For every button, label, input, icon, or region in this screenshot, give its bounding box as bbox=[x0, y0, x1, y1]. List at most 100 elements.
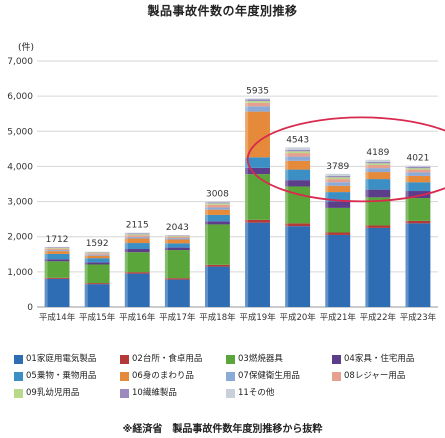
bar-segment bbox=[84, 255, 110, 259]
legend-swatch bbox=[14, 354, 23, 364]
chart-title: 製品事故件数の年度別推移 bbox=[147, 4, 298, 18]
bar-segment bbox=[405, 191, 431, 199]
bar-segment bbox=[164, 279, 190, 307]
x-tick-label: 平成14年 bbox=[39, 312, 76, 323]
bar-segment bbox=[205, 201, 230, 203]
y-tick-label: 2,000 bbox=[7, 233, 33, 243]
bar-stack bbox=[44, 246, 70, 307]
y-axis-unit-label: (件) bbox=[18, 43, 35, 53]
bar-segment bbox=[245, 98, 270, 100]
x-tick-label: 平成17年 bbox=[159, 312, 196, 323]
bar-segment bbox=[44, 247, 70, 249]
bar-total-label: 3789 bbox=[326, 162, 349, 172]
bar-segment bbox=[325, 234, 351, 307]
bar-segment bbox=[285, 226, 311, 307]
bar-segment bbox=[205, 207, 230, 210]
bar-segment bbox=[205, 202, 230, 204]
legend-swatch bbox=[332, 371, 341, 381]
legend-swatch bbox=[14, 388, 23, 398]
bar-total-label: 4543 bbox=[286, 135, 309, 145]
bar-segment bbox=[245, 157, 270, 168]
bar-segment bbox=[325, 175, 351, 178]
bar-segment bbox=[164, 236, 190, 239]
legend-label: 06身のまわり品 bbox=[132, 371, 194, 381]
legend-item: 06身のまわり品 bbox=[120, 369, 226, 383]
bar-segment bbox=[245, 222, 270, 307]
legend-label: 09乳幼児用品 bbox=[26, 388, 80, 398]
legend-swatch bbox=[120, 354, 129, 364]
legend-item: 07保健衛生用品 bbox=[226, 369, 332, 383]
bar-segment bbox=[124, 273, 150, 307]
bar-segment bbox=[164, 236, 190, 237]
bar-segment bbox=[164, 238, 190, 240]
bar-segment bbox=[205, 209, 230, 215]
legend-item: 04家具・住宅用品 bbox=[332, 352, 438, 366]
x-tick-label: 平成19年 bbox=[239, 312, 276, 323]
bar-segment bbox=[365, 189, 391, 198]
bar-segment bbox=[44, 277, 70, 279]
legend-label: 01家庭用電気製品 bbox=[26, 354, 97, 364]
bar-segment bbox=[164, 239, 190, 244]
bar-total-label: 5935 bbox=[246, 86, 269, 96]
source-note: ※経済省 製品事故件数年度別推移から抜粋 bbox=[122, 424, 323, 435]
legend-swatch bbox=[14, 371, 23, 381]
bar-segment bbox=[285, 149, 311, 152]
bar-segment bbox=[405, 166, 431, 169]
y-tick-label: 3,000 bbox=[7, 198, 33, 208]
bar-segment bbox=[245, 101, 270, 103]
legend-label: 04家具・住宅用品 bbox=[344, 354, 415, 364]
bar-segment bbox=[124, 233, 150, 235]
bar-segment bbox=[285, 156, 311, 161]
bar-segment bbox=[365, 161, 391, 164]
bar-segment bbox=[205, 203, 230, 205]
bar-segment bbox=[365, 168, 391, 173]
legend-swatch bbox=[226, 354, 235, 364]
bar-stack bbox=[365, 159, 391, 307]
bar-segment bbox=[245, 111, 270, 158]
y-tick-label: 6,000 bbox=[7, 92, 33, 102]
bar-segment bbox=[285, 169, 311, 181]
bar-segment bbox=[325, 173, 351, 176]
bar-segment bbox=[405, 168, 431, 170]
bar-segment bbox=[365, 172, 391, 180]
bar-segment bbox=[365, 165, 391, 169]
bar-segment bbox=[285, 147, 311, 150]
bar-segment bbox=[405, 165, 431, 167]
bar-segment bbox=[205, 214, 230, 222]
legend-item: 11その他 bbox=[226, 386, 332, 400]
bar-segment bbox=[245, 106, 270, 112]
bar-segment bbox=[285, 153, 311, 157]
legend-label: 07保健衛生用品 bbox=[238, 371, 300, 381]
y-tick-label: 7,000 bbox=[7, 57, 33, 67]
bar-segment bbox=[164, 247, 190, 251]
bar-shine bbox=[164, 235, 168, 307]
bar-segment bbox=[124, 249, 150, 253]
bar-segment bbox=[84, 283, 110, 285]
bar-segment bbox=[84, 252, 110, 254]
bar-segment bbox=[124, 252, 150, 273]
legend-label: 03燃焼器具 bbox=[238, 354, 283, 364]
y-tick-label: 4,000 bbox=[7, 162, 33, 172]
legend-item: 05乗物・乗物用品 bbox=[14, 369, 120, 383]
bar-segment bbox=[164, 278, 190, 280]
legend-item: 09乳幼児用品 bbox=[14, 386, 120, 400]
bar-segment bbox=[164, 243, 190, 248]
legend-swatch bbox=[332, 354, 341, 364]
bar-segment bbox=[124, 243, 150, 250]
bar-segment bbox=[405, 169, 431, 173]
x-tick-label: 平成21年 bbox=[320, 312, 357, 323]
bar-segment bbox=[365, 227, 391, 307]
bar-segment bbox=[124, 235, 150, 238]
bar-segment bbox=[44, 259, 70, 262]
bar-segment bbox=[325, 182, 351, 186]
legend-item: 10繊維製品 bbox=[120, 386, 226, 400]
x-tick-label: 平成16年 bbox=[119, 312, 156, 323]
bar-segment bbox=[365, 225, 391, 228]
bar-stack bbox=[245, 98, 270, 307]
bar-segment bbox=[405, 172, 431, 176]
bar-segment bbox=[44, 278, 70, 307]
x-tick-label: 平成15年 bbox=[79, 312, 116, 323]
bar-stack bbox=[205, 201, 230, 307]
bar-segment bbox=[285, 160, 311, 170]
y-tick-label: 1,000 bbox=[7, 268, 33, 278]
